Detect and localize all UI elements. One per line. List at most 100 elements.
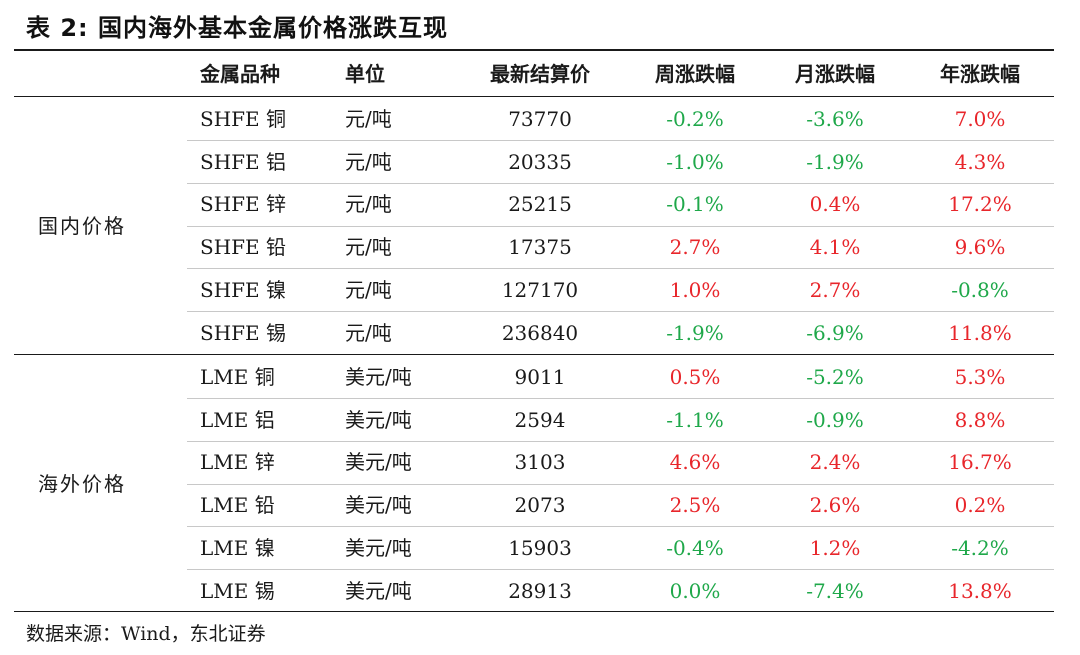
cell-unit: 美元/吨 xyxy=(345,578,412,603)
cell-price: 20335 xyxy=(508,149,572,174)
cell-year-change: 7.0% xyxy=(954,107,1006,131)
cell-year-change: 13.8% xyxy=(948,578,1012,603)
row-separator xyxy=(187,483,1054,485)
table-row: LME 锡 美元/吨 28913 0.0% -7.4% 13.8% xyxy=(0,570,1080,612)
cell-unit: 元/吨 xyxy=(345,277,392,302)
table-row: SHFE 铝 元/吨 20335 -1.0% -1.9% 4.3% xyxy=(0,141,1080,183)
cell-year-change: 0.2% xyxy=(954,493,1006,518)
cell-year-change: 5.3% xyxy=(954,365,1006,389)
row-separator xyxy=(187,526,1054,528)
cell-month-change: 2.4% xyxy=(809,450,861,475)
cell-price: 9011 xyxy=(514,365,566,389)
table-row: SHFE 铜 元/吨 73770 -0.2% -3.6% 7.0% xyxy=(0,98,1080,140)
cell-week-change: -1.1% xyxy=(666,407,724,432)
cell-price: 236840 xyxy=(501,320,579,345)
cell-week-change: 4.6% xyxy=(669,450,721,475)
row-separator xyxy=(187,182,1054,184)
cell-year-change: 11.8% xyxy=(948,320,1012,345)
group-divider xyxy=(14,354,1054,355)
table-row: SHFE 铅 元/吨 17375 2.7% 4.1% 9.6% xyxy=(0,226,1080,268)
cell-metal: SHFE 镍 xyxy=(200,277,286,302)
cell-month-change: -3.6% xyxy=(806,107,864,131)
header-week-change: 周涨跌幅 xyxy=(655,62,735,86)
cell-metal: LME 铜 xyxy=(200,365,275,389)
cell-unit: 美元/吨 xyxy=(345,535,412,560)
row-separator xyxy=(187,311,1054,312)
row-separator xyxy=(187,268,1054,270)
header-year-change: 年涨跌幅 xyxy=(940,62,1020,86)
group-label: 海外价格 xyxy=(38,472,126,497)
cell-week-change: 2.5% xyxy=(669,493,721,518)
table-row: LME 铜 美元/吨 9011 0.5% -5.2% 5.3% xyxy=(0,356,1080,398)
cell-month-change: -1.9% xyxy=(806,149,864,174)
table-row: SHFE 镍 元/吨 127170 1.0% 2.7% -0.8% xyxy=(0,269,1080,311)
header-price: 最新结算价 xyxy=(490,62,590,86)
row-separator xyxy=(187,569,1054,570)
cell-unit: 美元/吨 xyxy=(345,493,412,518)
cell-week-change: 2.7% xyxy=(669,235,721,260)
cell-unit: 元/吨 xyxy=(345,149,392,174)
cell-week-change: 0.0% xyxy=(669,578,721,603)
cell-metal: LME 镍 xyxy=(200,535,275,560)
cell-metal: SHFE 锌 xyxy=(200,192,286,217)
cell-year-change: 9.6% xyxy=(954,235,1006,260)
row-separator xyxy=(187,398,1054,400)
bottom-rule xyxy=(14,611,1054,612)
cell-week-change: -0.2% xyxy=(666,107,724,131)
cell-month-change: 2.7% xyxy=(809,277,861,302)
cell-month-change: 2.6% xyxy=(809,493,861,518)
cell-price: 2594 xyxy=(514,407,566,432)
row-separator xyxy=(187,225,1054,227)
table-header-row: 金属品种 单位 最新结算价 周涨跌幅 月涨跌幅 年涨跌幅 xyxy=(0,53,1080,95)
header-unit: 单位 xyxy=(345,62,385,86)
cell-week-change: -0.1% xyxy=(666,192,724,217)
group-label: 国内价格 xyxy=(38,214,126,239)
cell-week-change: -0.4% xyxy=(666,535,724,560)
cell-metal: SHFE 锡 xyxy=(200,320,286,345)
cell-price: 25215 xyxy=(508,192,572,217)
cell-unit: 美元/吨 xyxy=(345,365,412,389)
cell-month-change: -6.9% xyxy=(806,320,864,345)
cell-metal: SHFE 铜 xyxy=(200,107,286,131)
cell-price: 73770 xyxy=(508,107,572,131)
cell-metal: SHFE 铝 xyxy=(200,149,286,174)
cell-unit: 元/吨 xyxy=(345,235,392,260)
cell-price: 127170 xyxy=(501,277,579,302)
table-row: LME 镍 美元/吨 15903 -0.4% 1.2% -4.2% xyxy=(0,527,1080,569)
cell-unit: 元/吨 xyxy=(345,107,392,131)
cell-price: 3103 xyxy=(514,450,566,475)
cell-month-change: 1.2% xyxy=(809,535,861,560)
cell-week-change: 1.0% xyxy=(669,277,721,302)
table-row: SHFE 锡 元/吨 236840 -1.9% -6.9% 11.8% xyxy=(0,312,1080,354)
cell-year-change: 4.3% xyxy=(954,149,1006,174)
top-rule xyxy=(14,49,1054,51)
cell-metal: LME 铅 xyxy=(200,493,275,518)
cell-month-change: -0.9% xyxy=(806,407,864,432)
table-row: LME 铝 美元/吨 2594 -1.1% -0.9% 8.8% xyxy=(0,399,1080,441)
header-metal: 金属品种 xyxy=(200,62,280,86)
table-row: LME 铅 美元/吨 2073 2.5% 2.6% 0.2% xyxy=(0,484,1080,526)
table-row: LME 锌 美元/吨 3103 4.6% 2.4% 16.7% xyxy=(0,441,1080,483)
source-note: 数据来源：Wind，东北证券 xyxy=(26,623,266,645)
table-row: SHFE 锌 元/吨 25215 -0.1% 0.4% 17.2% xyxy=(0,183,1080,225)
cell-month-change: -5.2% xyxy=(806,365,864,389)
cell-price: 17375 xyxy=(508,235,572,260)
cell-year-change: -0.8% xyxy=(951,277,1009,302)
row-separator xyxy=(187,440,1054,442)
cell-unit: 美元/吨 xyxy=(345,407,412,432)
cell-price: 15903 xyxy=(508,535,572,560)
cell-metal: LME 锌 xyxy=(200,450,275,475)
cell-week-change: -1.9% xyxy=(666,320,724,345)
table-title: 表 2: 国内海外基本金属价格涨跌互现 xyxy=(26,14,449,42)
cell-unit: 元/吨 xyxy=(345,320,392,345)
cell-price: 2073 xyxy=(514,493,566,518)
row-separator xyxy=(187,140,1054,142)
header-month-change: 月涨跌幅 xyxy=(795,62,875,86)
cell-metal: LME 锡 xyxy=(200,578,275,603)
cell-year-change: -4.2% xyxy=(951,535,1009,560)
cell-week-change: -1.0% xyxy=(666,149,724,174)
cell-price: 28913 xyxy=(508,578,572,603)
cell-metal: SHFE 铅 xyxy=(200,235,286,260)
cell-month-change: -7.4% xyxy=(806,578,864,603)
cell-week-change: 0.5% xyxy=(669,365,721,389)
